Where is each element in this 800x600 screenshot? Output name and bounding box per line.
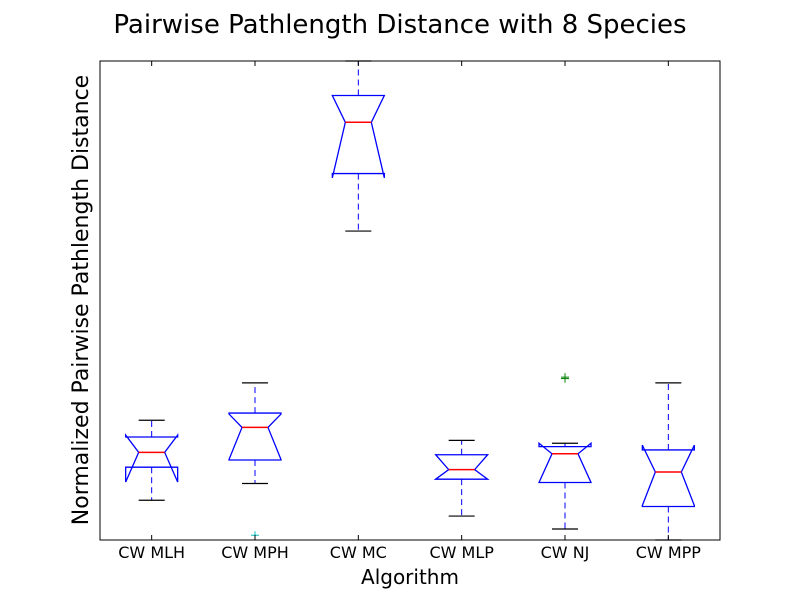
box-0 — [125, 419, 179, 501]
notched-box — [641, 444, 695, 508]
notched-box — [433, 454, 490, 480]
box-3 — [433, 439, 490, 517]
notched-box — [228, 412, 282, 461]
box-2 — [331, 60, 386, 232]
x-ticks: CW MLH CW MPH CW MC CW MLP CW NJ CW MPP — [118, 61, 701, 562]
box-1 — [228, 382, 282, 540]
plot-frame — [99, 60, 721, 541]
x-tick-label: CW MPH — [221, 543, 289, 562]
x-tick-label: CW MPP — [636, 543, 702, 562]
notched-box — [331, 94, 386, 179]
x-tick-label: CW MLP — [429, 543, 494, 562]
plot-area — [125, 60, 695, 541]
box-5 — [641, 382, 695, 541]
x-tick-label: CW NJ — [541, 543, 590, 562]
x-axis-label: Algorithm — [361, 565, 459, 589]
y-axis-label: Normalized Pairwise Pathlength Distance — [69, 75, 94, 525]
x-tick-label: CW MC — [330, 543, 387, 562]
box-4 — [537, 373, 593, 530]
notched-box — [125, 433, 179, 483]
chart-title: Pairwise Pathlength Distance with 8 Spec… — [113, 10, 686, 40]
notched-box — [537, 441, 593, 484]
x-tick-label: CW MLH — [118, 543, 185, 562]
flier-point — [561, 373, 569, 382]
